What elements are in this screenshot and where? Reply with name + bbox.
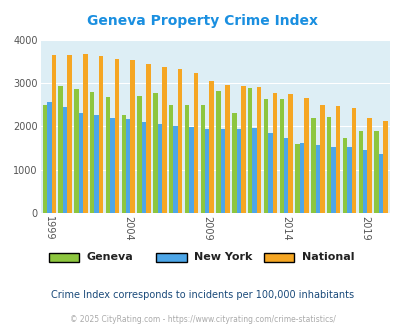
Bar xyxy=(157,124,162,213)
Bar xyxy=(295,144,299,213)
Bar xyxy=(137,96,141,213)
Text: National: National xyxy=(301,252,353,262)
Bar xyxy=(209,81,213,213)
Text: Geneva Property Crime Index: Geneva Property Crime Index xyxy=(87,15,318,28)
Text: Geneva: Geneva xyxy=(86,252,133,262)
Bar xyxy=(299,143,303,213)
Bar xyxy=(236,129,241,213)
Bar xyxy=(189,127,193,213)
Bar xyxy=(378,154,382,213)
Bar xyxy=(168,105,173,213)
Bar xyxy=(58,86,63,213)
Bar xyxy=(99,56,103,213)
Text: Crime Index corresponds to incidents per 100,000 inhabitants: Crime Index corresponds to incidents per… xyxy=(51,290,354,300)
Bar xyxy=(326,117,330,213)
Bar xyxy=(279,99,283,213)
Bar xyxy=(232,113,236,213)
Bar xyxy=(311,117,315,213)
Bar xyxy=(162,67,166,213)
Bar xyxy=(184,105,189,213)
Bar xyxy=(303,98,308,213)
Bar xyxy=(367,118,371,213)
Bar xyxy=(272,93,277,213)
Bar xyxy=(247,88,252,213)
Bar xyxy=(256,87,261,213)
Text: © 2025 CityRating.com - https://www.cityrating.com/crime-statistics/: © 2025 CityRating.com - https://www.city… xyxy=(70,315,335,324)
Bar xyxy=(319,105,324,213)
Bar xyxy=(126,119,130,213)
Bar xyxy=(330,147,335,213)
Bar xyxy=(51,55,56,213)
Bar xyxy=(153,93,157,213)
Bar xyxy=(288,94,292,213)
Bar xyxy=(173,126,177,213)
Bar xyxy=(252,128,256,213)
Bar xyxy=(205,129,209,213)
Bar xyxy=(373,131,378,213)
Bar xyxy=(106,97,110,213)
Bar xyxy=(47,102,51,213)
Bar xyxy=(63,107,67,213)
Bar xyxy=(43,105,47,213)
Bar xyxy=(216,91,220,213)
Bar xyxy=(130,60,134,213)
Bar xyxy=(79,113,83,213)
Bar xyxy=(351,109,355,213)
Bar xyxy=(110,117,115,213)
Bar xyxy=(141,122,146,213)
Bar xyxy=(90,92,94,213)
Bar xyxy=(362,149,367,213)
Bar xyxy=(146,64,150,213)
Bar xyxy=(268,133,272,213)
Bar xyxy=(94,115,99,213)
Bar xyxy=(200,106,205,213)
Bar xyxy=(122,115,126,213)
Bar xyxy=(315,145,319,213)
Bar xyxy=(342,138,346,213)
Text: New York: New York xyxy=(194,252,252,262)
Bar xyxy=(220,129,225,213)
Bar xyxy=(177,70,182,213)
Bar xyxy=(382,121,387,213)
Bar xyxy=(346,148,351,213)
Bar xyxy=(193,73,198,213)
Bar xyxy=(74,88,79,213)
Bar xyxy=(263,99,268,213)
Bar xyxy=(335,106,339,213)
Bar xyxy=(284,138,288,213)
Bar xyxy=(115,59,119,213)
Bar xyxy=(241,85,245,213)
Bar xyxy=(67,55,72,213)
Bar xyxy=(358,131,362,213)
Bar xyxy=(225,84,229,213)
Bar xyxy=(83,54,87,213)
